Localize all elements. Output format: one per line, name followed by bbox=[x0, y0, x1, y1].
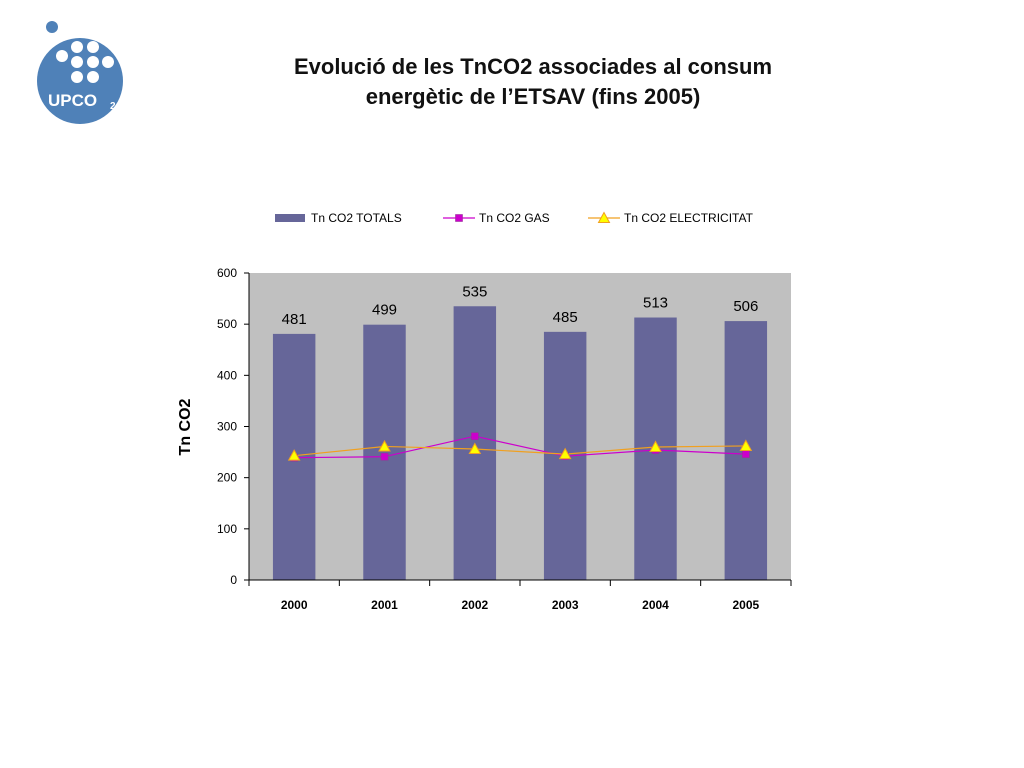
y-tick-label-0: 0 bbox=[230, 573, 237, 587]
y-tick-label-500: 500 bbox=[217, 317, 237, 331]
y-tick-label-600: 600 bbox=[217, 266, 237, 280]
legend-swatch-totals bbox=[275, 214, 305, 222]
gas-point-2005 bbox=[742, 450, 750, 458]
legend: Tn CO2 TOTALS Tn CO2 GAS Tn CO2 ELECTRICIT… bbox=[275, 211, 754, 225]
data-label-2000: 481 bbox=[282, 311, 307, 328]
axes: 0 100 200 300 400 500 600 2000 2001 2002 2003 2004 2… bbox=[217, 266, 792, 612]
plot-area bbox=[249, 273, 791, 580]
title-line-1: Evolució de les TnCO2 associades al cons… bbox=[293, 54, 773, 79]
electricitat-point-2000 bbox=[287, 449, 301, 461]
logo-subscript: 2 bbox=[110, 101, 116, 112]
gas-point-2002 bbox=[471, 432, 479, 441]
legend-label-gas: Tn CO2 GAS bbox=[479, 211, 550, 225]
data-label-2002: 535 bbox=[462, 283, 487, 300]
data-label-2005: 506 bbox=[733, 298, 758, 315]
x-tick-label-2000: 2000 bbox=[281, 598, 308, 612]
x-tick-label-2004: 2004 bbox=[642, 598, 669, 612]
legend-label-electricitat: Tn CO2 ELECTRICITAT bbox=[624, 211, 754, 225]
y-axis-label: Tn CO2 bbox=[177, 398, 194, 455]
electricitat-point-2004 bbox=[649, 440, 662, 452]
logo-text: UPCO bbox=[48, 91, 97, 110]
upco2-logo: UPCO 2 bbox=[30, 16, 130, 126]
y-tick-label-200: 200 bbox=[217, 471, 237, 485]
y-tick-label-300: 300 bbox=[217, 420, 237, 434]
data-labels: 481 499 535 485 513 506 bbox=[282, 283, 759, 328]
data-label-2004: 513 bbox=[643, 295, 668, 312]
legend-marker-gas bbox=[455, 214, 463, 222]
line-electricitat bbox=[294, 445, 746, 457]
line-series bbox=[287, 432, 753, 462]
x-tick-label-2002: 2002 bbox=[461, 598, 488, 612]
x-tick-label-2005: 2005 bbox=[732, 598, 759, 612]
line-gas bbox=[294, 435, 746, 459]
gas-point-2001 bbox=[380, 452, 389, 461]
data-label-2003: 485 bbox=[553, 309, 578, 326]
y-tick-label-100: 100 bbox=[217, 522, 237, 536]
bar-2001 bbox=[363, 324, 406, 580]
electricitat-point-2002 bbox=[468, 442, 482, 455]
y-tick-label-400: 400 bbox=[217, 368, 237, 382]
x-tick-label-2003: 2003 bbox=[552, 598, 579, 612]
chart-title: Evolució de les TnCO2 associades al cons… bbox=[200, 52, 866, 112]
electricitat-point-2001 bbox=[378, 439, 391, 452]
legend-label-totals: Tn CO2 TOTALS bbox=[311, 211, 402, 225]
legend-marker-electricitat bbox=[597, 211, 611, 223]
x-tick-label-2001: 2001 bbox=[371, 598, 398, 612]
electricitat-point-2005 bbox=[739, 439, 753, 451]
title-line-2: energètic de l’ETSAV (fins 2005) bbox=[365, 84, 701, 109]
electricitat-point-2003 bbox=[558, 447, 572, 460]
data-label-2001: 499 bbox=[372, 302, 397, 319]
